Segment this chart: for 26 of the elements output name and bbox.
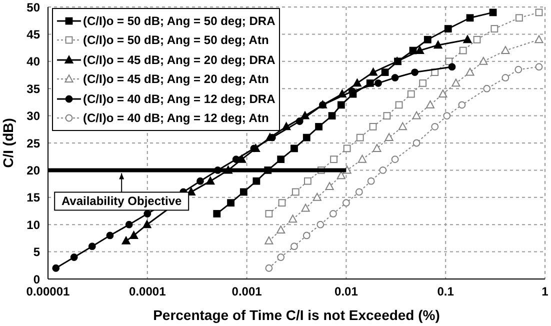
x-axis-title: Percentage of Time C/I is not Exceeded (%) xyxy=(153,307,440,323)
y-tick-label: 0 xyxy=(33,272,40,286)
x-tick-label: 1 xyxy=(542,284,549,299)
y-tick-label: 30 xyxy=(26,109,40,124)
x-tick-label: 0.1 xyxy=(437,284,454,299)
y-tick-label: 20 xyxy=(26,163,40,178)
legend-label: (C/I)o = 45 dB; Ang = 20 deg; Atn xyxy=(83,72,269,86)
x-tick-label: 0.00001 xyxy=(26,284,70,299)
legend-label: (C/I)o = 50 dB; Ang = 50 deg; Atn xyxy=(83,33,269,48)
y-tick-label: 40 xyxy=(26,54,40,69)
x-tick-label: 0.0001 xyxy=(129,284,166,299)
legend-label: (C/I)o = 40 dB; Ang = 12 deg; Atn xyxy=(83,111,269,126)
y-tick-label: 15 xyxy=(26,190,40,205)
y-tick-label: 45 xyxy=(26,27,40,42)
legend-label: (C/I)o = 45 dB; Ang = 20 deg; DRA xyxy=(83,52,276,67)
y-axis-title: C/I (dB) xyxy=(0,118,16,168)
x-tick-label: 0.001 xyxy=(232,284,262,299)
y-tick-label: 10 xyxy=(26,218,40,232)
legend-label: (C/I)o = 40 dB; Ang = 12 deg; DRA xyxy=(83,92,276,106)
y-tick-label: 25 xyxy=(26,136,40,150)
annotation: Availability Objective xyxy=(61,194,182,208)
y-tick-label: 50 xyxy=(26,0,40,14)
legend-label: (C/I)o = 50 dB; Ang = 50 deg; DRA xyxy=(83,14,276,28)
y-tick-label: 35 xyxy=(26,82,40,96)
y-tick-label: 5 xyxy=(33,245,40,260)
x-tick-label: 0.01 xyxy=(334,284,358,299)
